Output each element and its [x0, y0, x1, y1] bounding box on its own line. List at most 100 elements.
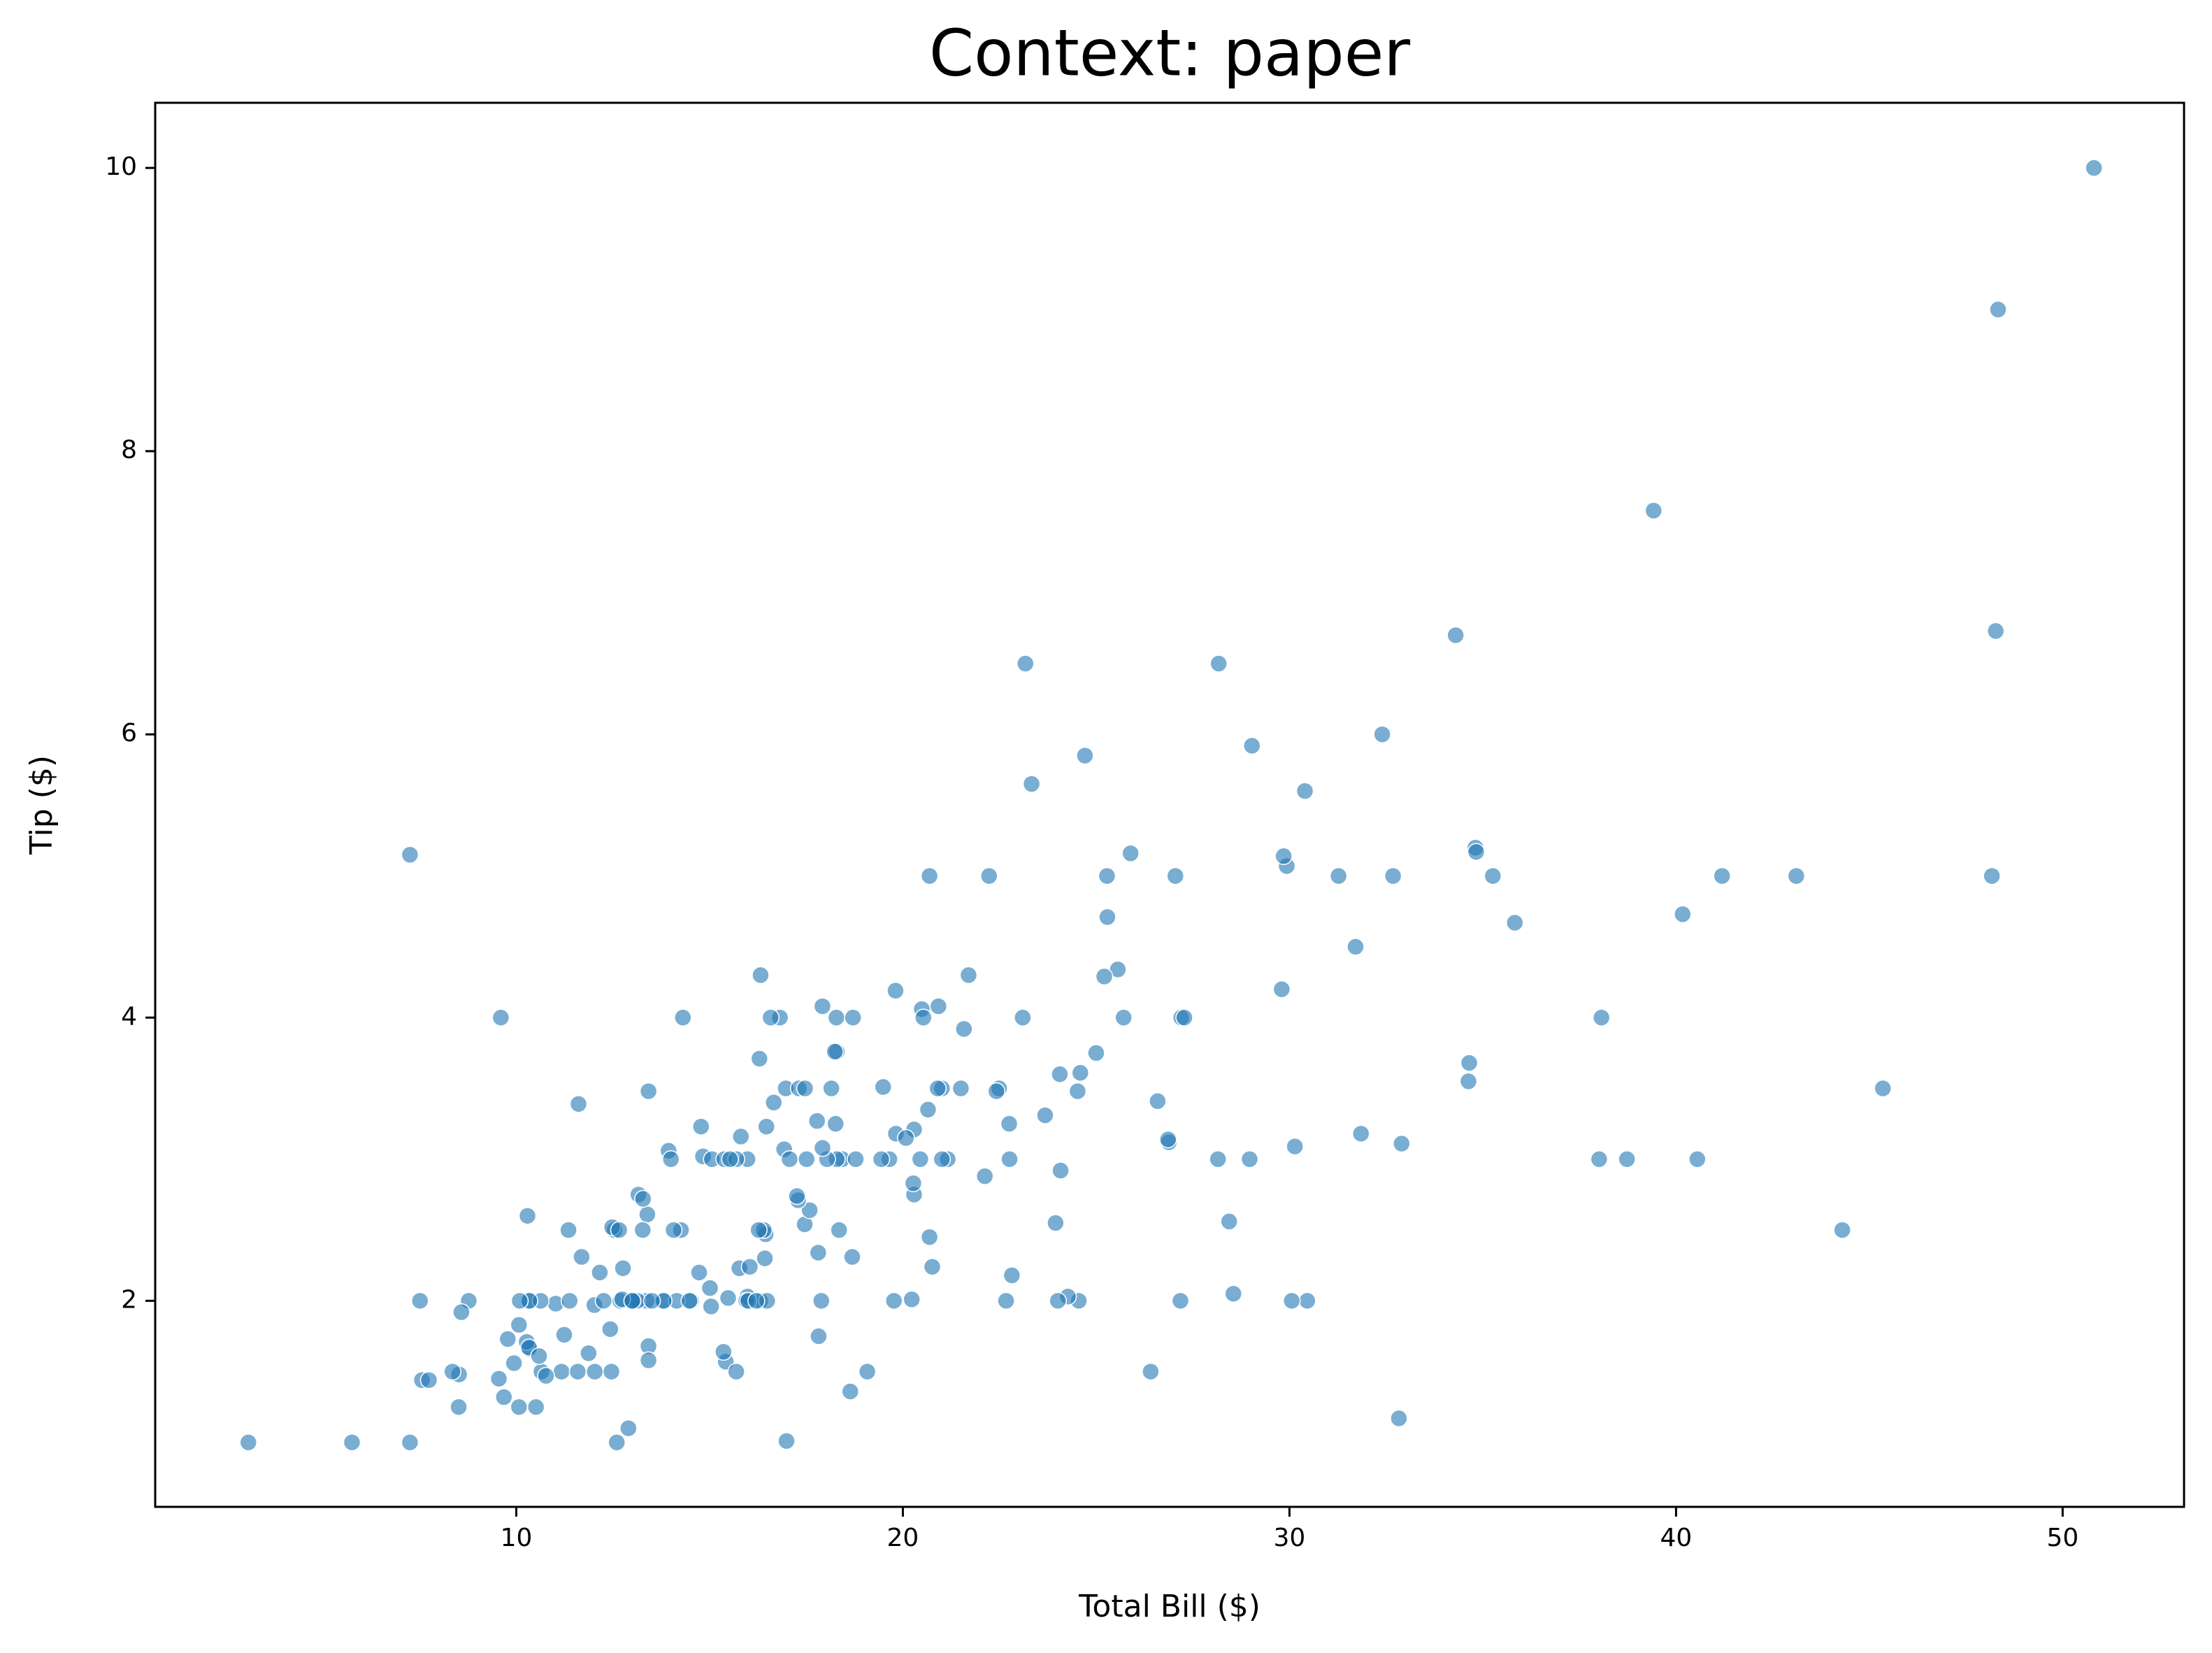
point — [980, 867, 998, 885]
point — [1000, 1150, 1019, 1168]
point — [702, 1297, 720, 1316]
point — [1051, 1161, 1070, 1180]
point — [923, 1257, 942, 1276]
point — [1272, 980, 1291, 999]
point — [608, 1433, 626, 1452]
point — [633, 1221, 652, 1239]
point — [1114, 1008, 1133, 1027]
point — [505, 1354, 523, 1373]
point — [639, 1351, 658, 1370]
point — [911, 1150, 930, 1168]
point — [796, 1079, 814, 1098]
point — [847, 1150, 865, 1168]
point — [920, 1228, 939, 1246]
point — [561, 1291, 579, 1310]
point — [591, 1264, 609, 1282]
point — [526, 1398, 545, 1416]
point — [1446, 626, 1465, 645]
point — [975, 1167, 994, 1185]
point — [1373, 725, 1391, 743]
point — [1003, 1266, 1021, 1285]
point — [1087, 1044, 1105, 1062]
point — [1713, 867, 1731, 885]
point — [1874, 1079, 1892, 1098]
point — [1298, 1291, 1316, 1310]
chart-title: Context: paper — [929, 15, 1410, 90]
point — [1098, 867, 1116, 885]
point — [411, 1291, 429, 1310]
point — [897, 1129, 915, 1147]
point — [777, 1432, 796, 1450]
point — [1833, 1221, 1851, 1239]
point — [1095, 967, 1114, 986]
point — [450, 1398, 468, 1416]
point — [552, 1362, 570, 1381]
point — [1674, 905, 1692, 924]
point — [830, 1221, 848, 1239]
point — [1351, 1124, 1370, 1143]
point — [510, 1291, 529, 1310]
point — [614, 1259, 632, 1278]
y-tick-label: 6 — [121, 719, 137, 747]
point — [680, 1291, 698, 1310]
point — [987, 1082, 1006, 1101]
point — [1240, 1150, 1259, 1168]
point — [638, 1205, 656, 1224]
point — [1384, 867, 1402, 885]
point — [951, 1079, 970, 1098]
point — [827, 1008, 846, 1027]
point — [747, 1291, 766, 1310]
point — [1209, 1150, 1227, 1168]
point — [1076, 746, 1094, 765]
point — [813, 997, 832, 1015]
point — [928, 1079, 947, 1098]
y-tick-label: 4 — [121, 1002, 137, 1031]
point — [1149, 1092, 1167, 1110]
point — [955, 1019, 973, 1038]
point — [639, 1082, 658, 1101]
y-tick-label: 10 — [105, 152, 137, 181]
point — [752, 966, 770, 985]
point — [690, 1264, 708, 1282]
point — [642, 1291, 661, 1310]
point — [1047, 1214, 1065, 1232]
point — [619, 1419, 638, 1438]
point — [904, 1174, 923, 1192]
point — [719, 1289, 738, 1308]
point — [1000, 1115, 1019, 1133]
point — [1295, 782, 1314, 801]
point — [419, 1371, 438, 1389]
point — [1274, 847, 1293, 866]
point — [822, 1079, 840, 1098]
point — [1618, 1150, 1636, 1168]
point — [919, 1101, 938, 1119]
x-tick-label: 50 — [2046, 1524, 2078, 1552]
point — [491, 1008, 510, 1027]
point — [1467, 843, 1486, 861]
x-tick-label: 20 — [887, 1524, 919, 1552]
point — [401, 1433, 419, 1452]
point — [807, 1112, 826, 1130]
point — [826, 1115, 845, 1133]
point — [886, 982, 905, 1000]
point — [602, 1362, 621, 1381]
point — [537, 1366, 555, 1385]
point — [872, 1150, 891, 1168]
point — [343, 1433, 361, 1452]
point — [401, 845, 419, 864]
y-axis-label: Tip ($) — [24, 755, 59, 855]
point — [1590, 1150, 1609, 1168]
point — [1142, 1362, 1160, 1381]
point — [858, 1362, 877, 1381]
point — [1175, 1008, 1193, 1027]
point — [664, 1221, 683, 1239]
point — [573, 1247, 591, 1266]
point — [555, 1326, 573, 1344]
point — [1592, 1008, 1611, 1027]
point — [1014, 1008, 1032, 1027]
point — [1171, 1291, 1190, 1310]
point — [997, 1291, 1015, 1310]
point — [1644, 501, 1663, 520]
